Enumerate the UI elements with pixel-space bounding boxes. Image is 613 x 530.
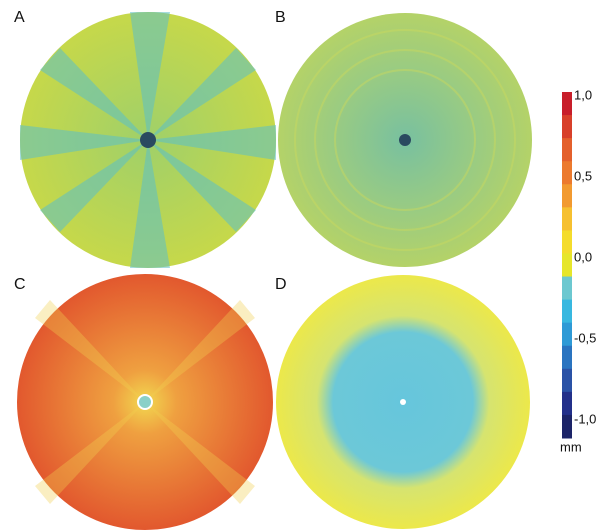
colorbar-segment [562, 138, 572, 162]
spokes [35, 300, 255, 504]
colorbar-segment [562, 345, 572, 370]
center-hole [399, 134, 411, 146]
colorbar-segment [562, 299, 572, 324]
colorbar-unit: mm [560, 439, 582, 454]
colorbar-segment [562, 207, 572, 231]
colorbar-segment [562, 161, 572, 185]
rings [294, 29, 516, 251]
panel-a: A [14, 9, 276, 268]
colorbar-tick-label: 0,5 [574, 168, 592, 183]
panel-label: D [275, 276, 287, 293]
colorbar-segment [562, 368, 572, 393]
colorbar-tick-label: -0,5 [574, 330, 596, 345]
colorbar-segment [562, 92, 572, 116]
panel-label: C [14, 276, 26, 293]
panel-d: D [275, 275, 530, 529]
colorbar-segment [562, 391, 572, 416]
panel-label: B [275, 9, 286, 26]
colorbar-segment [562, 115, 572, 139]
colorbar-segment [562, 230, 572, 254]
center-hole [400, 399, 406, 405]
colorbar-segment [562, 253, 572, 278]
spokes [20, 12, 276, 268]
colorbar-segment [562, 322, 572, 347]
colorbar-segment [562, 414, 572, 439]
colorbar-segment [562, 276, 572, 301]
colorbar-tick-label: -1,0 [574, 411, 596, 426]
colorbar-segment [562, 184, 572, 208]
colorbar: 1,0 0,5 0,0 -0,5 -1,0 mm [560, 87, 596, 454]
panel-c: C [14, 274, 273, 530]
colorbar-tick-label: 1,0 [574, 87, 592, 102]
center-hole [137, 394, 153, 410]
panel-b: B [275, 9, 532, 267]
panel-label: A [14, 9, 25, 26]
colorbar-tick-label: 0,0 [574, 249, 592, 264]
center-hole [140, 132, 156, 148]
